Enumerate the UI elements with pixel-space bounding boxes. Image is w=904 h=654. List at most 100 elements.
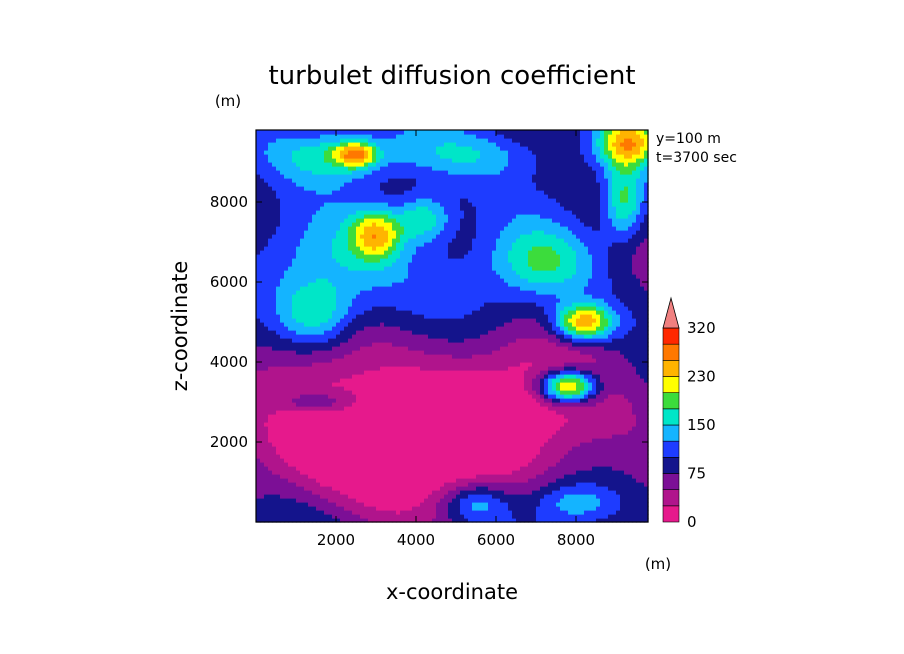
contour-cell: [340, 318, 345, 323]
contour-cell: [284, 426, 289, 431]
contour-cell: [400, 362, 405, 367]
contour-cell: [268, 266, 273, 271]
contour-cell: [332, 302, 337, 307]
contour-cell: [256, 446, 261, 451]
contour-cell: [420, 154, 425, 159]
contour-cell: [292, 202, 297, 207]
contour-cell: [436, 418, 441, 423]
contour-cell: [352, 278, 357, 283]
contour-cell: [456, 314, 461, 319]
contour-cell: [320, 138, 325, 143]
contour-cell: [288, 338, 293, 343]
contour-cell: [344, 398, 349, 403]
contour-cell: [296, 510, 301, 515]
contour-cell: [388, 518, 393, 523]
contour-cell: [344, 418, 349, 423]
contour-cell: [388, 134, 393, 139]
contour-cell: [448, 370, 453, 375]
contour-cell: [444, 262, 449, 267]
contour-cell: [360, 410, 365, 415]
contour-cell: [388, 490, 393, 495]
contour-cell: [340, 410, 345, 415]
contour-cell: [284, 214, 289, 219]
contour-cell: [368, 394, 373, 399]
contour-cell: [352, 170, 357, 175]
contour-cell: [448, 234, 453, 239]
contour-cell: [456, 482, 461, 487]
contour-cell: [404, 490, 409, 495]
contour-cell: [456, 158, 461, 163]
contour-cell: [308, 370, 313, 375]
contour-cell: [452, 442, 457, 447]
contour-cell: [356, 362, 361, 367]
contour-cell: [312, 182, 317, 187]
contour-cell: [436, 306, 441, 311]
contour-cell: [312, 510, 317, 515]
contour-cell: [332, 514, 337, 519]
contour-cell: [268, 398, 273, 403]
contour-cell: [292, 174, 297, 179]
contour-cell: [440, 438, 445, 443]
contour-cell: [448, 162, 453, 167]
contour-cell: [424, 178, 429, 183]
contour-cell: [292, 390, 297, 395]
contour-cell: [280, 150, 285, 155]
contour-cell: [448, 358, 453, 363]
contour-cell: [408, 274, 413, 279]
contour-cell: [368, 190, 373, 195]
contour-cell: [424, 350, 429, 355]
contour-cell: [432, 306, 437, 311]
contour-cell: [304, 266, 309, 271]
contour-cell: [320, 498, 325, 503]
contour-cell: [296, 222, 301, 227]
contour-cell: [424, 286, 429, 291]
contour-cell: [272, 210, 277, 215]
contour-cell: [312, 346, 317, 351]
contour-cell: [388, 314, 393, 319]
contour-cell: [360, 286, 365, 291]
contour-cell: [304, 190, 309, 195]
contour-cell: [296, 226, 301, 231]
contour-cell: [412, 182, 417, 187]
contour-cell: [340, 194, 345, 199]
contour-cell: [448, 330, 453, 335]
contour-cell: [372, 266, 377, 271]
contour-cell: [352, 390, 357, 395]
contour-cell: [372, 382, 377, 387]
contour-cell: [412, 450, 417, 455]
contour-cell: [392, 214, 397, 219]
contour-cell: [412, 282, 417, 287]
contour-cell: [328, 446, 333, 451]
contour-cell: [352, 198, 357, 203]
contour-cell: [260, 330, 265, 335]
contour-cell: [456, 246, 461, 251]
contour-cell: [272, 430, 277, 435]
contour-cell: [316, 510, 321, 515]
contour-cell: [408, 246, 413, 251]
contour-cell: [368, 470, 373, 475]
contour-cell: [416, 378, 421, 383]
contour-cell: [364, 498, 369, 503]
contour-cell: [452, 426, 457, 431]
contour-cell: [344, 150, 349, 155]
contour-cell: [452, 226, 457, 231]
contour-cell: [428, 258, 433, 263]
contour-cell: [436, 346, 441, 351]
contour-cell: [424, 386, 429, 391]
contour-cell: [316, 338, 321, 343]
contour-cell: [408, 458, 413, 463]
contour-cell: [420, 130, 425, 135]
contour-cell: [348, 426, 353, 431]
contour-cell: [440, 394, 445, 399]
contour-cell: [304, 258, 309, 263]
contour-cell: [372, 298, 377, 303]
contour-cell: [324, 206, 329, 211]
contour-cell: [284, 146, 289, 151]
contour-cell: [428, 194, 433, 199]
contour-cell: [432, 502, 437, 507]
contour-cell: [356, 366, 361, 371]
contour-cell: [400, 442, 405, 447]
contour-cell: [344, 274, 349, 279]
contour-cell: [372, 378, 377, 383]
contour-cell: [288, 242, 293, 247]
